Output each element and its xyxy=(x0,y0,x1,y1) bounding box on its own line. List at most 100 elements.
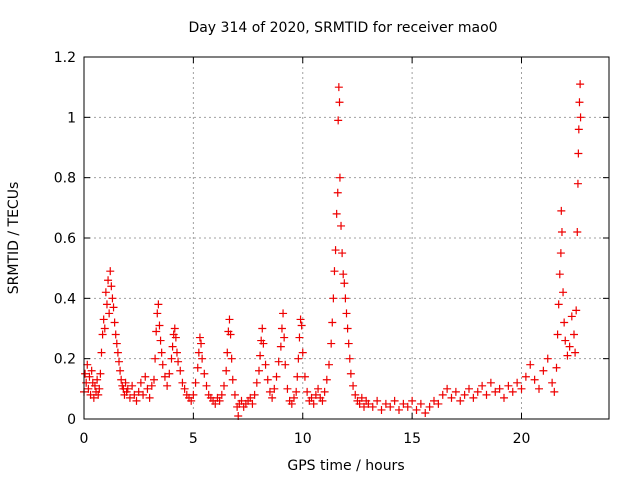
y-axis-label: SRMTID / TECUs xyxy=(6,182,22,295)
data-point xyxy=(329,294,338,303)
data-point xyxy=(349,381,358,390)
data-point xyxy=(248,399,257,408)
grid-lines xyxy=(84,57,609,419)
data-point xyxy=(539,366,548,375)
data-point xyxy=(230,390,239,399)
data-point xyxy=(530,375,539,384)
data-point xyxy=(292,387,301,396)
data-point xyxy=(85,372,94,381)
data-point xyxy=(355,399,364,408)
data-point xyxy=(121,378,130,387)
data-point xyxy=(105,309,114,318)
data-point xyxy=(491,387,500,396)
data-point xyxy=(98,330,107,339)
data-point xyxy=(412,405,421,414)
data-point xyxy=(200,369,209,378)
data-point xyxy=(314,384,323,393)
data-point xyxy=(97,348,106,357)
data-point xyxy=(557,206,566,215)
data-point xyxy=(416,399,425,408)
data-point xyxy=(331,246,340,255)
data-point xyxy=(193,363,202,372)
data-point xyxy=(96,369,105,378)
data-point xyxy=(145,393,154,402)
data-point xyxy=(478,381,487,390)
y-tick-label: 1.2 xyxy=(54,50,76,66)
data-point xyxy=(334,116,343,125)
data-point xyxy=(318,396,327,405)
data-point xyxy=(403,402,412,411)
data-point xyxy=(543,354,552,363)
axis-ticks: 0 0.2 0.4 0.6 0.8 1 1.2 0 5 10 15 20 xyxy=(54,50,609,447)
data-point xyxy=(89,393,98,402)
data-point xyxy=(337,221,346,230)
data-point xyxy=(160,372,169,381)
data-point xyxy=(447,393,456,402)
data-point xyxy=(279,309,288,318)
y-tick-label: 0.8 xyxy=(54,171,76,187)
data-point xyxy=(90,381,99,390)
data-point xyxy=(342,309,351,318)
data-point xyxy=(300,372,309,381)
data-point xyxy=(178,378,187,387)
data-point xyxy=(227,354,236,363)
data-point xyxy=(100,324,109,333)
data-point xyxy=(163,381,172,390)
data-point xyxy=(434,399,443,408)
data-point xyxy=(252,378,261,387)
data-point xyxy=(346,369,355,378)
data-point xyxy=(451,387,460,396)
data-point xyxy=(553,330,562,339)
data-point xyxy=(465,384,473,393)
data-point xyxy=(226,330,235,339)
data-point xyxy=(333,188,342,197)
data-point xyxy=(334,83,343,92)
data-point xyxy=(294,354,303,363)
data-point xyxy=(576,113,585,122)
data-point xyxy=(255,366,263,375)
data-point xyxy=(567,312,576,321)
data-point xyxy=(473,387,482,396)
data-point xyxy=(111,330,120,339)
x-tick-label: 5 xyxy=(189,431,198,447)
data-point xyxy=(563,351,572,360)
data-point xyxy=(256,351,265,360)
data-point xyxy=(345,354,354,363)
chart-title: Day 314 of 2020, SRMTID for receiver mao… xyxy=(188,20,497,36)
data-point xyxy=(504,381,513,390)
data-point xyxy=(570,330,578,339)
data-point xyxy=(307,393,316,402)
data-point xyxy=(152,327,161,336)
data-point xyxy=(104,276,113,285)
data-point xyxy=(156,336,165,345)
data-point xyxy=(340,279,349,288)
data-point xyxy=(287,399,296,408)
data-point xyxy=(93,375,102,384)
data-point xyxy=(158,360,167,369)
data-point xyxy=(421,408,430,417)
data-point xyxy=(283,384,292,393)
data-point xyxy=(508,387,517,396)
data-point xyxy=(228,375,237,384)
data-point xyxy=(128,381,137,390)
data-point xyxy=(109,303,118,312)
data-point xyxy=(191,378,200,387)
data-point xyxy=(351,390,360,399)
data-point xyxy=(130,390,139,399)
data-point xyxy=(571,348,580,357)
data-point xyxy=(168,342,177,351)
data-point xyxy=(112,339,121,348)
data-point xyxy=(172,348,181,357)
data-point xyxy=(311,390,320,399)
data-point xyxy=(101,288,110,297)
data-point xyxy=(341,294,350,303)
data-point xyxy=(339,270,348,279)
data-point xyxy=(194,348,203,357)
data-point xyxy=(521,372,530,381)
data-point xyxy=(335,173,344,182)
data-point xyxy=(330,267,339,276)
data-point xyxy=(259,339,268,348)
data-point xyxy=(360,402,368,411)
data-point xyxy=(151,354,160,363)
